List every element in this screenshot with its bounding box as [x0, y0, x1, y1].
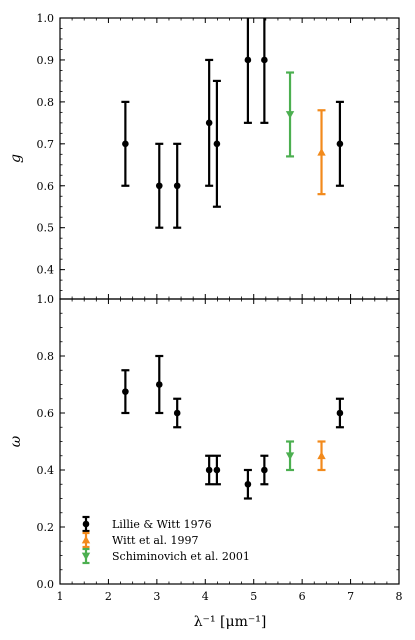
x-tick-label: 6 — [299, 590, 306, 603]
y-tick-label: 1.0 — [37, 12, 55, 25]
data-point — [317, 148, 326, 156]
data-point — [173, 182, 181, 190]
y-axis-label: g — [8, 154, 24, 163]
x-tick-label: 1 — [57, 590, 64, 603]
x-tick-label: 7 — [347, 590, 354, 603]
y-tick-label: 1.0 — [37, 293, 55, 306]
data-point — [173, 409, 181, 417]
x-tick-label: 8 — [396, 590, 403, 603]
legend: Lillie & Witt 1976 Witt et al. 1997 Schimi… — [81, 515, 250, 565]
legend-label: Schiminovich et al. 2001 — [112, 550, 250, 563]
data-point — [205, 466, 213, 474]
data-point — [122, 388, 129, 395]
x-tick-label: 5 — [250, 590, 257, 603]
y-tick-label: 0.2 — [37, 521, 55, 534]
data-point — [213, 140, 221, 148]
data-point — [336, 409, 344, 417]
x-tick-label: 3 — [153, 590, 160, 603]
y-axis-label: ω — [8, 435, 24, 447]
legend-marker — [81, 535, 91, 544]
data-layer — [121, 354, 344, 500]
data-layer — [121, 18, 344, 229]
legend-marker — [82, 520, 90, 528]
data-point — [285, 452, 295, 460]
data-point — [336, 140, 344, 148]
legend-label: Lillie & Witt 1976 — [112, 518, 212, 531]
legend-label: Witt et al. 1997 — [112, 534, 198, 547]
y-tick-label: 0.4 — [37, 264, 55, 277]
y-tick-label: 0.8 — [37, 96, 55, 109]
data-point — [261, 56, 268, 64]
x-axis-label: λ⁻¹ [μm⁻¹] — [194, 614, 267, 630]
legend-marker — [81, 552, 91, 561]
y-tick-label: 0.6 — [37, 407, 55, 420]
plot-frame — [59, 17, 400, 300]
data-point — [155, 182, 163, 190]
y-tick-label: 0.6 — [37, 180, 55, 193]
y-tick-label: 0.8 — [37, 350, 55, 363]
y-tick-label: 0.9 — [37, 54, 55, 67]
bottom-panel: 0.0 0.2 0.4 0.6 0.8 1.0 1 2 3 4 5 6 7 8 ω — [8, 293, 403, 603]
y-tick-label: 0.4 — [37, 464, 55, 477]
y-tick-label: 0.5 — [37, 222, 55, 235]
data-point — [205, 119, 213, 127]
x-tick-label: 4 — [202, 590, 209, 603]
data-point — [244, 56, 252, 64]
data-point — [317, 451, 326, 460]
top-panel: 0.4 0.5 0.6 0.7 0.8 0.9 1.0 g — [8, 12, 400, 300]
x-tick-label: 2 — [105, 590, 112, 603]
data-point — [285, 111, 295, 119]
data-point — [155, 381, 163, 388]
data-point — [122, 140, 129, 148]
plot-frame — [59, 298, 400, 585]
data-point — [244, 480, 252, 488]
y-tick-label: 0.0 — [37, 578, 55, 591]
data-point — [213, 466, 221, 474]
y-tick-label: 0.7 — [37, 138, 55, 151]
data-point — [261, 466, 268, 474]
